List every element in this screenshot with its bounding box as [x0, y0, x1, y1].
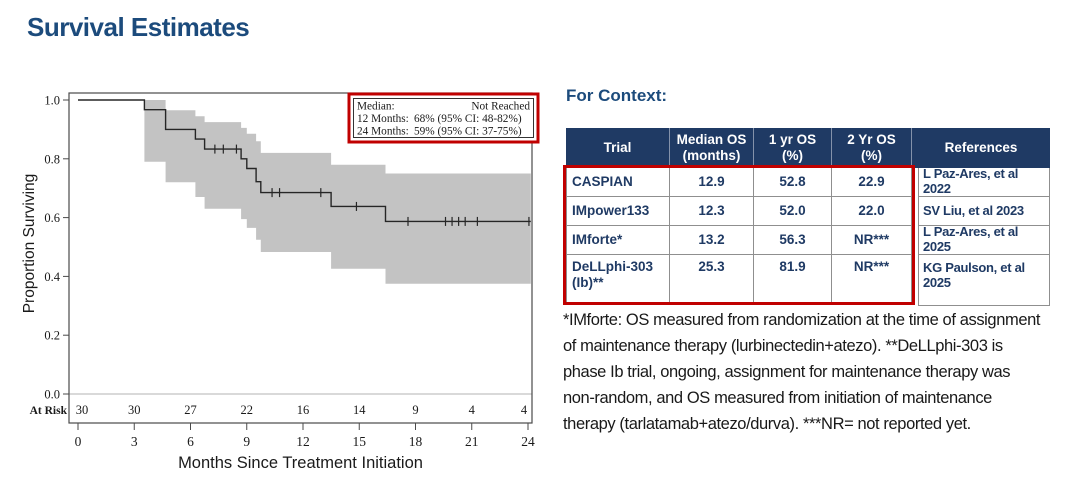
- x-tick-label: 12: [296, 434, 310, 449]
- cell-2yr-os: NR***: [832, 255, 912, 304]
- at-risk-count: 30: [76, 403, 89, 417]
- cell-reference: L Paz-Ares, et al 2025: [918, 224, 1050, 255]
- cell-reference: KG Paulson, et al 2025: [918, 255, 1050, 306]
- footnote-line: of maintenance therapy (lurbinectedin+at…: [563, 337, 1003, 355]
- column-header-1yr-os: 1 yr OS (%): [754, 128, 832, 168]
- cell-1yr-os: 52.0: [754, 197, 832, 226]
- km-plot-figure: 0.0 0.2 0.4 0.6 0.8 1.0 0 3 6 9 12 15 18 21 24 At Risk 3…: [20, 83, 560, 488]
- column-header-2yr-os: 2 Yr OS (%): [832, 128, 912, 168]
- x-tick-label: 18: [409, 434, 423, 449]
- column-header-median-os: Median OS (months): [670, 128, 754, 168]
- y-tick-label: 0.2: [44, 329, 60, 343]
- cell-median-os: 25.3: [670, 255, 754, 304]
- at-risk-count: 30: [128, 403, 141, 417]
- cell-1yr-os: 56.3: [754, 226, 832, 255]
- cell-2yr-os: NR***: [832, 226, 912, 255]
- cell-trial: IMforte*: [566, 226, 670, 255]
- column-header-trial: Trial: [566, 128, 670, 168]
- at-risk-count: 4: [469, 403, 476, 417]
- cell-reference: SV Liu, et al 2023: [918, 197, 1050, 226]
- footnote-line: non-random, and OS measured from initiat…: [563, 389, 992, 407]
- y-tick-label: 0.8: [44, 152, 60, 166]
- y-tick-label: 0.6: [44, 211, 60, 225]
- x-tick-label: 3: [131, 434, 138, 449]
- y-tick-label: 1.0: [44, 94, 60, 108]
- at-risk-count: 27: [184, 403, 197, 417]
- km-plot-svg: 0.0 0.2 0.4 0.6 0.8 1.0 0 3 6 9 12 15 18 21 24 At Risk 3…: [21, 92, 540, 472]
- at-risk-count: 22: [241, 403, 254, 417]
- y-axis-title: Proportion Surviving: [21, 174, 38, 314]
- cell-2yr-os: 22.0: [832, 197, 912, 226]
- at-risk-count: 14: [353, 403, 366, 417]
- footnote-line: therapy (tarlatamab+atezo/durva). ***NR=…: [563, 415, 971, 433]
- page-title: Survival Estimates: [27, 12, 250, 42]
- cell-trial: IMpower133: [566, 197, 670, 226]
- plot-frame: [68, 92, 533, 424]
- at-risk-label: At Risk: [30, 405, 68, 417]
- survival-curve: [78, 99, 531, 223]
- x-tick-label: 9: [243, 434, 250, 449]
- cell-median-os: 12.9: [670, 168, 754, 197]
- confidence-band: [144, 100, 531, 284]
- median-annotation-inner-box: [353, 98, 534, 138]
- y-tick-label: 0.4: [44, 270, 60, 284]
- cell-1yr-os: 52.8: [754, 168, 832, 197]
- cell-2yr-os: 22.9: [832, 168, 912, 197]
- annotation-label: Median:: [357, 101, 395, 113]
- x-tick-label: 21: [465, 434, 479, 449]
- x-axis-title: Months Since Treatment Initiation: [178, 454, 423, 472]
- context-table: Trial Median OS (months) 1 yr OS (%) 2 Y…: [566, 128, 1050, 306]
- x-tick-label: 24: [521, 434, 535, 449]
- cell-median-os: 12.3: [670, 197, 754, 226]
- x-tick-label: 6: [187, 434, 194, 449]
- annotation-value: 59% (95% CI: 37-75%): [414, 126, 522, 138]
- cell-trial: CASPIAN: [566, 168, 670, 197]
- footnote-line: *IMforte: OS measured from randomization…: [563, 311, 1041, 329]
- x-tick-label: 15: [353, 434, 367, 449]
- column-header-references: References: [912, 128, 1050, 168]
- annotation-value: Not Reached: [471, 101, 530, 113]
- x-tick-label: 0: [75, 434, 82, 449]
- at-risk-count: 16: [297, 403, 310, 417]
- annotation-label: 12 Months:: [357, 113, 409, 125]
- at-risk-count: 4: [521, 403, 528, 417]
- annotation-label: 24 Months:: [357, 126, 409, 138]
- footnote-text: *IMforte: OS measured from randomization…: [563, 307, 1068, 437]
- cell-reference: L Paz-Ares, et al 2022: [918, 166, 1050, 197]
- annotation-value: 68% (95% CI: 48-82%): [414, 113, 522, 125]
- y-tick-label: 0.0: [44, 388, 60, 402]
- at-risk-count: 9: [412, 403, 418, 417]
- context-heading: For Context:: [566, 86, 668, 105]
- footnote-line: phase Ib trial, ongoing, assignment for …: [563, 363, 1011, 381]
- cell-1yr-os: 81.9: [754, 255, 832, 304]
- cell-median-os: 13.2: [670, 226, 754, 255]
- cell-trial: DeLLphi-303 (Ib)**: [566, 255, 670, 304]
